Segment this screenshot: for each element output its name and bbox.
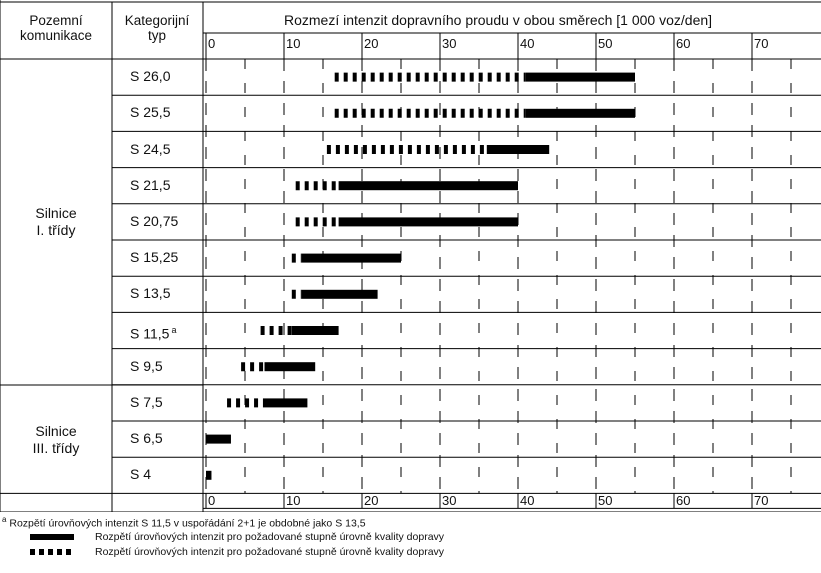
column-header-road-line1: Pozemní xyxy=(29,13,83,28)
category-label-text: S 11,5 xyxy=(130,325,170,342)
category-label: S 9,5 xyxy=(130,358,163,375)
category-label: S 7,5 xyxy=(130,394,163,411)
x-tick-label: 10 xyxy=(286,493,301,509)
category-label-text: S 24,5 xyxy=(130,140,171,157)
x-tick-label: 10 xyxy=(286,36,301,51)
category-label: S 6,5 xyxy=(130,430,163,447)
category-label: S 4 xyxy=(130,466,151,483)
legend-label-dashed: Rozpětí úrovňových intenzit pro požadova… xyxy=(95,546,445,558)
category-label-text: S 26,0 xyxy=(130,68,171,85)
category-label-text: S 25,5 xyxy=(130,104,171,121)
bar-solid xyxy=(291,326,339,335)
column-header-road-line2: komunikace xyxy=(19,28,93,43)
x-tick-label: 40 xyxy=(520,36,535,51)
footnote-marker: a xyxy=(2,515,7,524)
column-header-type-line2: typ xyxy=(147,28,166,43)
category-label-text: S 7,5 xyxy=(130,393,163,410)
bar-solid xyxy=(262,398,308,408)
column-header-type: Kategorijní typ xyxy=(112,13,202,43)
x-tick-label: 30 xyxy=(442,36,457,51)
group-label-class1: Silnice I. třídy xyxy=(0,59,112,385)
category-label-text: S 4 xyxy=(130,466,152,483)
category-label: S 24,5 xyxy=(130,141,170,158)
x-tick-label: 30 xyxy=(442,493,457,509)
bar-solid xyxy=(338,217,518,227)
footnote-text: Rozpětí úrovňových intenzit S 11,5 v usp… xyxy=(9,517,366,530)
bar-solid xyxy=(206,434,231,444)
chart-svg xyxy=(0,0,821,512)
x-tick-label: 40 xyxy=(520,493,535,509)
x-tick-label: 70 xyxy=(754,36,769,51)
group-label-class3-line1: Silnice xyxy=(35,422,77,439)
legend-label-solid: Rozpětí úrovňových intenzit pro požadova… xyxy=(95,531,445,543)
category-label-text: S 6,5 xyxy=(130,430,163,447)
category-label: S 26,0 xyxy=(130,68,170,85)
bar-solid xyxy=(206,470,212,480)
column-header-type-line1: Kategorijní xyxy=(124,13,190,28)
group-label-class3: Silnice III. třídy xyxy=(0,385,112,494)
group-label-class1-line1: Silnice xyxy=(35,205,77,221)
x-tick-label: 60 xyxy=(676,36,691,51)
x-tick-label: 60 xyxy=(676,493,691,509)
column-header-road: Pozemní komunikace xyxy=(2,13,110,43)
group-label-class3-line2: III. třídy xyxy=(32,439,80,456)
category-label: S 20,75 xyxy=(130,213,178,230)
category-label-text: S 9,5 xyxy=(130,357,163,374)
category-label: S 15,25 xyxy=(130,249,178,266)
category-label-text: S 20,75 xyxy=(130,212,179,229)
footnote: a Rozpětí úrovňových intenzit S 11,5 v u… xyxy=(2,513,366,531)
category-label-text: S 13,5 xyxy=(130,285,171,302)
category-label-text: S 15,25 xyxy=(130,249,179,266)
bar-solid xyxy=(486,145,550,154)
legend-swatch-dashed xyxy=(30,549,74,555)
category-label: S 25,5 xyxy=(130,104,170,121)
x-tick-label: 0 xyxy=(208,493,216,509)
x-tick-label: 50 xyxy=(598,36,613,51)
bar-solid xyxy=(301,253,401,263)
bar-solid xyxy=(264,362,316,372)
bar-solid xyxy=(525,72,635,82)
bar-solid xyxy=(525,108,635,118)
category-label: S 13,5 xyxy=(130,285,170,302)
x-tick-label: 20 xyxy=(364,493,379,509)
group-label-class1-line2: I. třídy xyxy=(36,222,76,238)
category-label-text: S 21,5 xyxy=(130,176,171,193)
bar-solid xyxy=(338,181,518,191)
x-tick-label: 0 xyxy=(208,36,216,51)
legend-swatch-solid xyxy=(30,534,74,540)
chart-title: Rozmezí intenzit dopravního proudu v obo… xyxy=(284,12,713,28)
category-label: S 11,5 a xyxy=(130,322,176,343)
x-tick-label: 20 xyxy=(364,36,379,51)
x-tick-label: 70 xyxy=(754,493,769,509)
category-label-footnote-marker: a xyxy=(171,324,177,335)
bar-solid xyxy=(301,289,378,299)
x-tick-label: 50 xyxy=(598,493,613,509)
category-label: S 21,5 xyxy=(130,177,170,194)
